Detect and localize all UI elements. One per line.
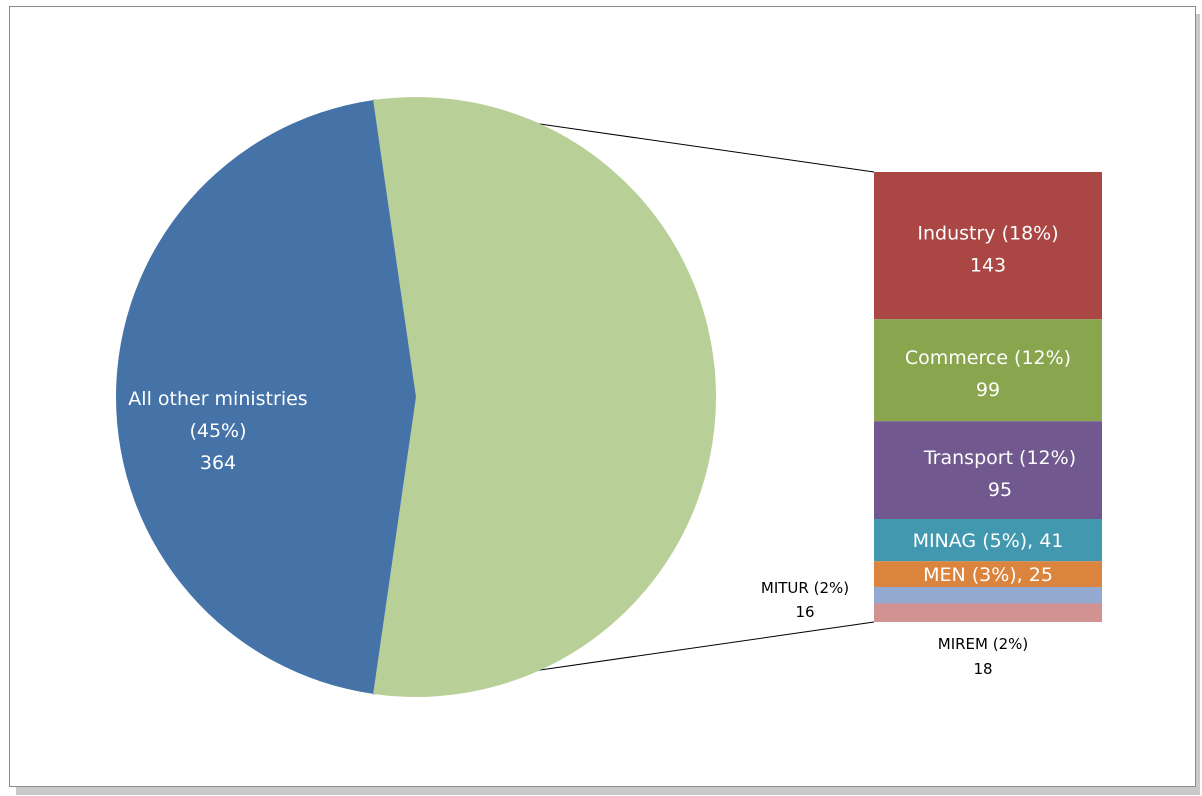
pie-label-percent: (45%): [189, 420, 246, 442]
bar-label-transport-value: 95: [988, 479, 1012, 501]
bar-label-minag: MINAG (5%), 41: [913, 530, 1064, 552]
bar-segment-mitur: [874, 586, 1102, 604]
bar-label-mirem-name: MIREM (2%): [938, 635, 1028, 653]
bar-segment-minag: [874, 519, 1102, 562]
bar-label-industry-value: 143: [970, 255, 1006, 277]
pie-slice-all-other-ministries: [115, 100, 416, 694]
pie-label-value: 364: [200, 452, 236, 474]
pie-slice-other: [373, 97, 716, 698]
bar-segment-transport: [874, 421, 1102, 520]
bar-segment-industry: [874, 172, 1102, 320]
bar-label-men: MEN (3%), 25: [923, 564, 1053, 586]
bar-label-commerce-name: Commerce (12%): [905, 347, 1071, 369]
bar-segment-men: [874, 561, 1102, 587]
bar-label-industry-name: Industry (18%): [917, 223, 1058, 245]
bar-label-mitur-name: MITUR (2%): [761, 579, 849, 597]
bar-label-mirem-value: 18: [973, 660, 992, 678]
bar-label-commerce-value: 99: [976, 379, 1000, 401]
bar-segment-mirem: [874, 603, 1102, 622]
stacked-bar: [874, 172, 1102, 622]
pie: [115, 97, 716, 698]
bar-segment-commerce: [874, 319, 1102, 422]
data-labels: All other ministries (45%) 364 Industry (18…: [128, 223, 1076, 678]
bar-label-mitur-value: 16: [795, 603, 814, 621]
bar-label-transport-name: Transport (12%): [923, 447, 1076, 469]
pie-label-name: All other ministries: [128, 388, 307, 410]
